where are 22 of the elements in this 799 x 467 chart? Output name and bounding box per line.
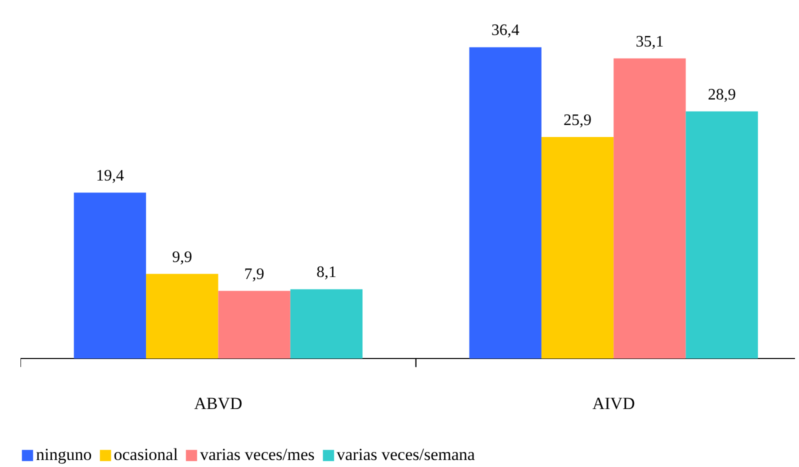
bar	[614, 58, 686, 358]
bar	[74, 192, 146, 358]
data-label: 7,9	[244, 266, 264, 283]
x-tick-label: ABVD	[194, 394, 242, 413]
bar	[469, 47, 542, 358]
x-tick-label: AIVD	[592, 394, 635, 413]
legend-label: ninguno	[36, 445, 92, 465]
data-label: 8,1	[316, 264, 336, 282]
bar	[146, 274, 218, 358]
bar	[541, 136, 614, 358]
data-label: 25,9	[564, 112, 592, 129]
legend-label: varias veces/mes	[200, 445, 315, 465]
data-label: 36,4	[491, 22, 520, 40]
bar	[218, 290, 290, 358]
legend-label: ocasional	[114, 445, 178, 465]
bar	[686, 111, 758, 358]
data-label: 9,9	[172, 248, 192, 266]
legend-label: varias veces/semana	[336, 445, 475, 465]
data-label: 35,1	[636, 33, 664, 50]
data-label: 28,9	[708, 86, 736, 104]
data-label: 19,4	[96, 168, 124, 185]
bar	[290, 289, 363, 358]
